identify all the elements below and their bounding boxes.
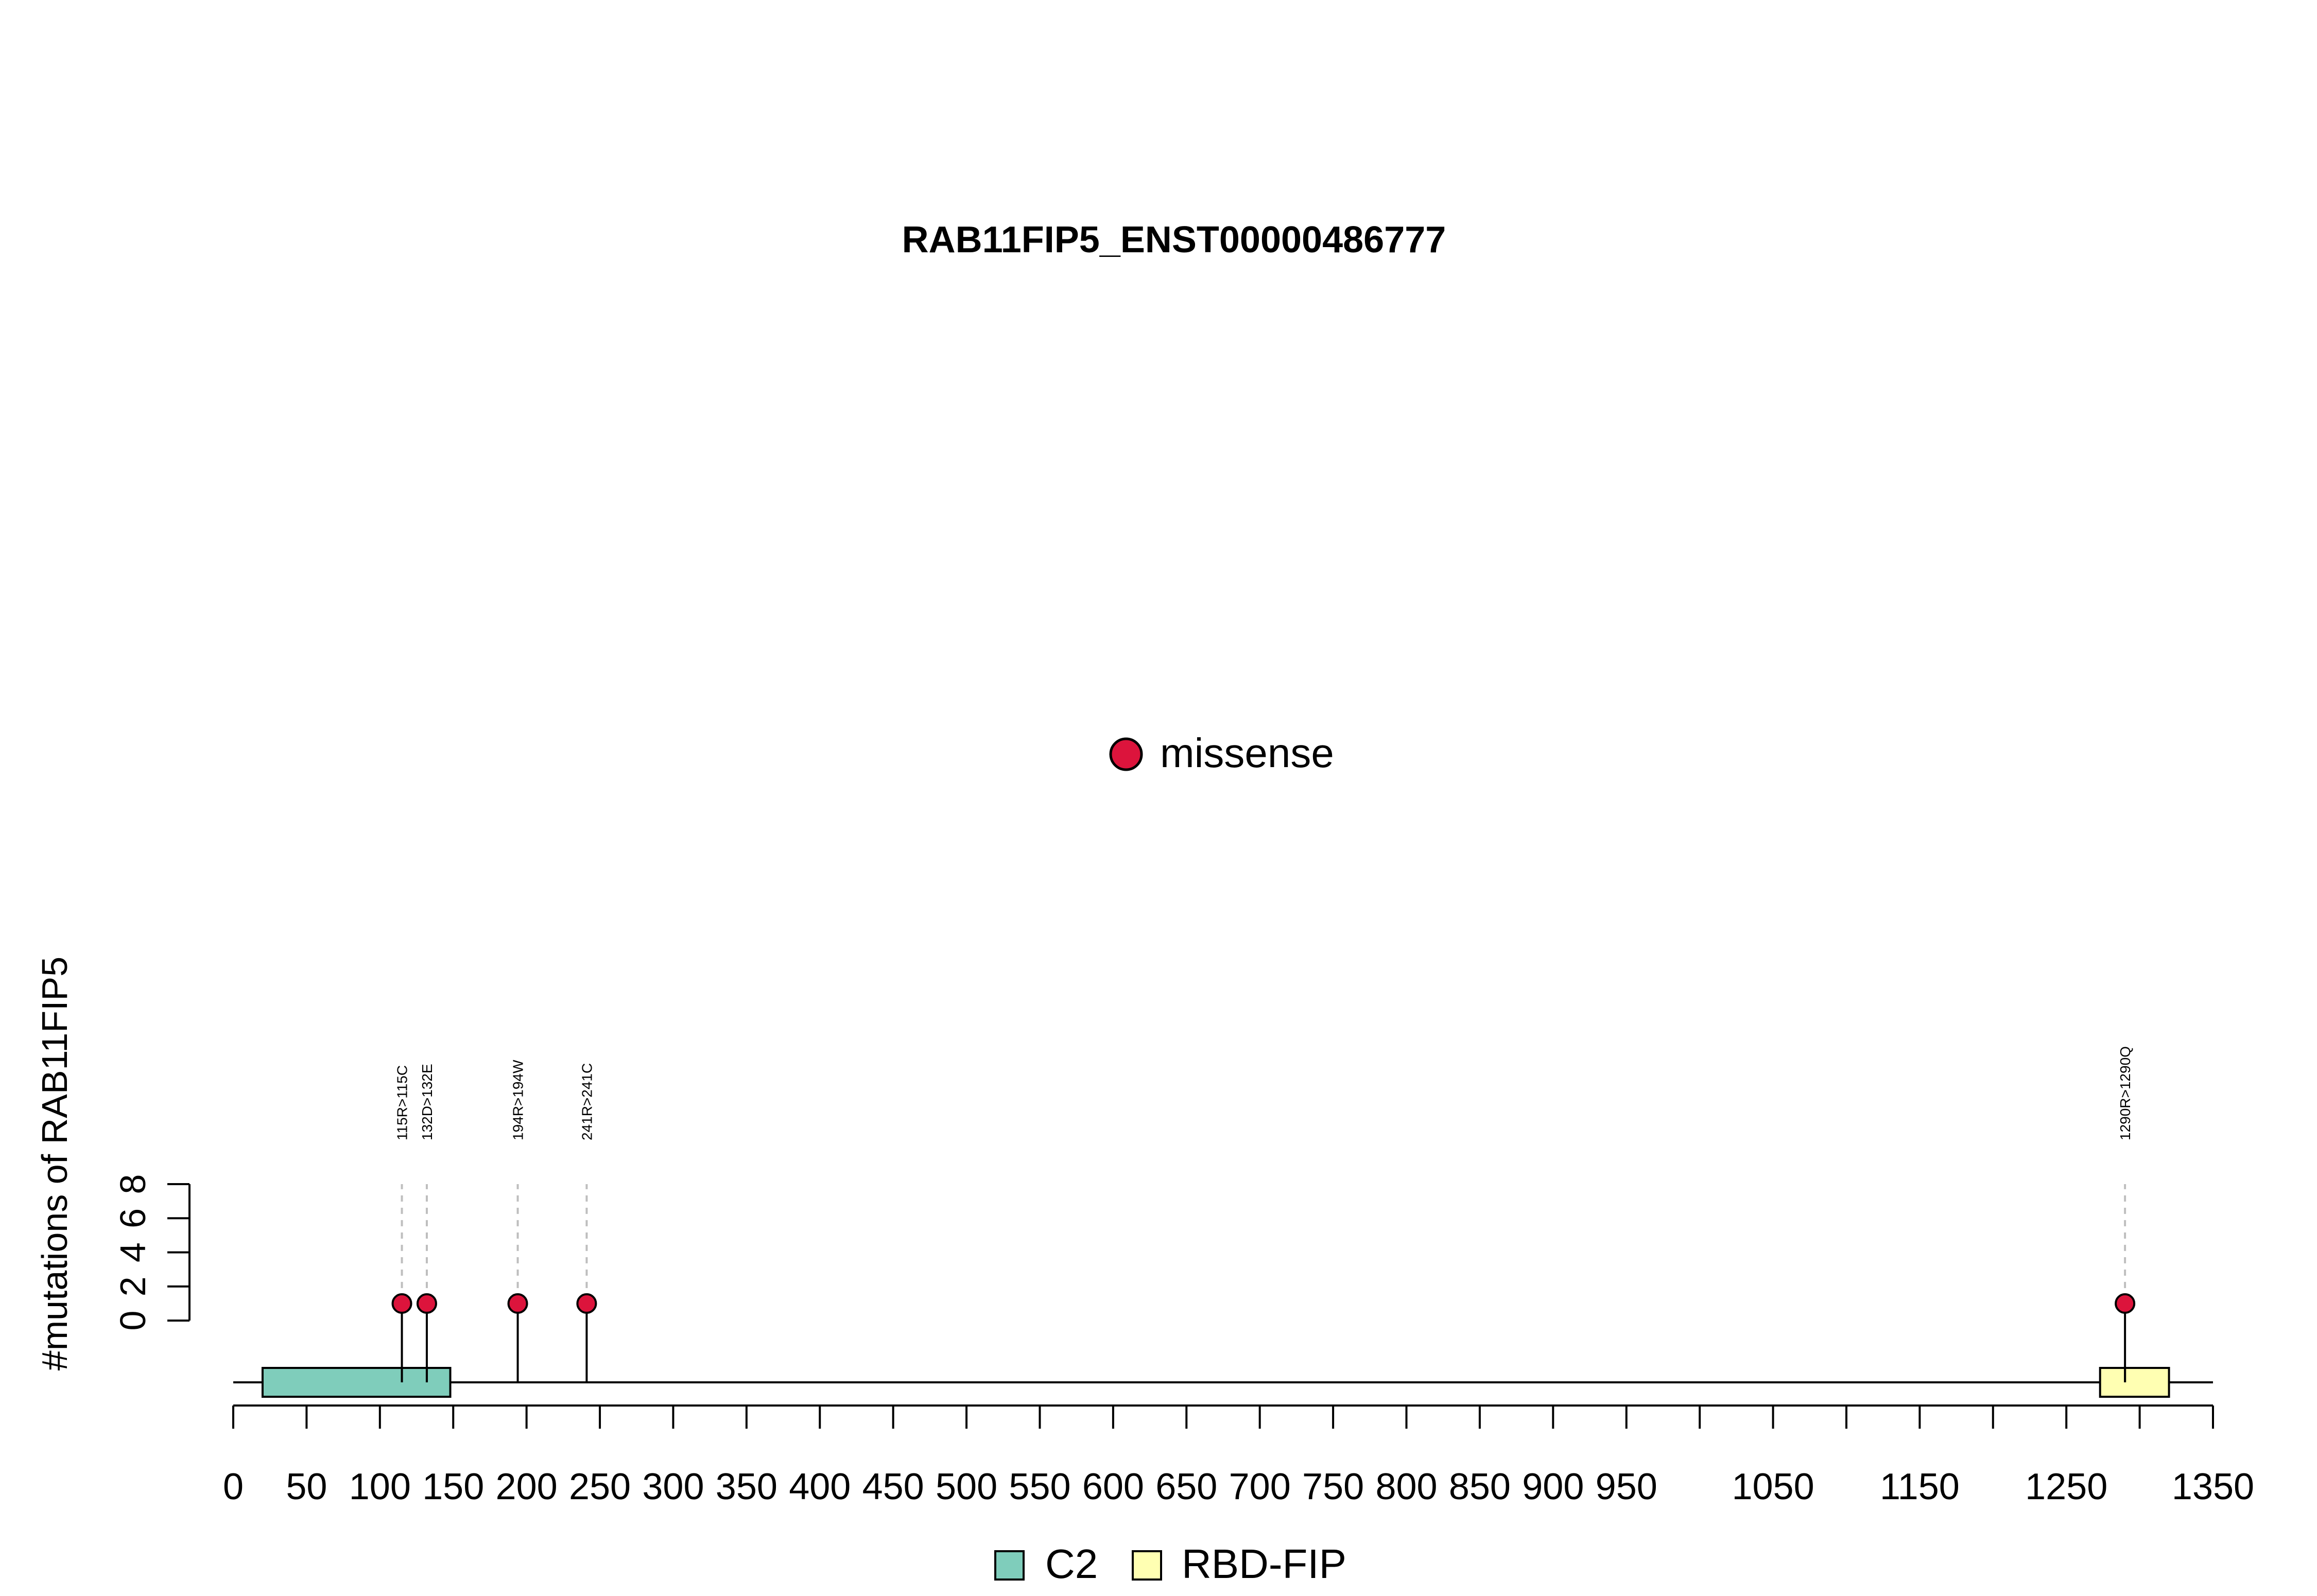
y-tick-label: 4 [113, 1242, 153, 1262]
y-tick-label: 0 [113, 1311, 153, 1331]
legend-missense-marker [1109, 737, 1143, 771]
mutation-label: 194R>194W [510, 1060, 526, 1140]
mutation-label: 132D>132E [419, 1064, 435, 1140]
legend-domain-label: C2 [1045, 1541, 1098, 1587]
mutation-label: 115R>115C [394, 1065, 410, 1140]
x-tick-label: 600 [1082, 1466, 1144, 1507]
lollipop-head [416, 1293, 437, 1314]
x-tick-label: 150 [422, 1466, 484, 1507]
x-tick-label: 50 [286, 1466, 327, 1507]
y-tick-label: 8 [113, 1174, 153, 1194]
x-tick-label: 1150 [1880, 1466, 1960, 1507]
mutation-label: 241R>241C [579, 1063, 595, 1140]
mutation-label: 1290R>1290Q [2117, 1046, 2133, 1140]
chart-title: RAB11FIP5_ENST00000486777 [902, 219, 1446, 261]
x-tick-label: 800 [1375, 1466, 1437, 1507]
x-tick-label: 200 [496, 1466, 558, 1507]
x-tick-label: 1050 [1732, 1466, 1814, 1507]
domain-box [2099, 1367, 2170, 1398]
x-tick-label: 650 [1155, 1466, 1217, 1507]
legend-missense-label: missense [1160, 730, 1334, 776]
y-tick-label: 2 [113, 1276, 153, 1296]
domain-legend: C2 RBD-FIP [994, 1541, 1346, 1587]
x-tick-label: 750 [1302, 1466, 1364, 1507]
y-axis-label: #mutations of RAB11FIP5 [34, 957, 75, 1371]
x-tick-label: 350 [716, 1466, 777, 1507]
x-tick-label: 500 [936, 1466, 997, 1507]
x-tick-label: 0 [223, 1466, 244, 1507]
mutation-type-legend: missense [1109, 730, 1334, 776]
x-tick-label: 900 [1522, 1466, 1584, 1507]
lollipop-head [507, 1293, 528, 1314]
y-tick-label: 6 [113, 1208, 153, 1228]
y-axis: 0 2 4 6 8 [113, 1174, 191, 1331]
x-tick-label: 1250 [2025, 1466, 2107, 1507]
x-tick-label: 1350 [2172, 1466, 2254, 1507]
x-tick-label: 250 [569, 1466, 631, 1507]
legend-domain-swatch [1132, 1550, 1162, 1581]
x-tick-label: 950 [1596, 1466, 1657, 1507]
x-axis: 0 50 100 150 200 250 300 350 400 450 500 550 600 650 7… [223, 1404, 2254, 1507]
lollipop-head [576, 1293, 597, 1314]
x-tick-label: 850 [1449, 1466, 1511, 1507]
x-tick-label: 700 [1229, 1466, 1291, 1507]
legend-domain-label: RBD-FIP [1182, 1541, 1346, 1587]
x-tick-label: 450 [862, 1466, 924, 1507]
lollipop-head [391, 1293, 412, 1314]
domain-boxes [261, 1367, 2170, 1398]
domain-box [261, 1367, 452, 1398]
lollipop-head [2115, 1293, 2136, 1314]
x-tick-label: 100 [349, 1466, 411, 1507]
x-tick-label: 400 [789, 1466, 851, 1507]
lollipops: 115R>115C 132D>132E 194R>194W 241R>241C 1290… [391, 1046, 2136, 1382]
legend-domain-swatch [994, 1550, 1025, 1581]
x-tick-label: 550 [1009, 1466, 1070, 1507]
x-tick-label: 300 [642, 1466, 704, 1507]
